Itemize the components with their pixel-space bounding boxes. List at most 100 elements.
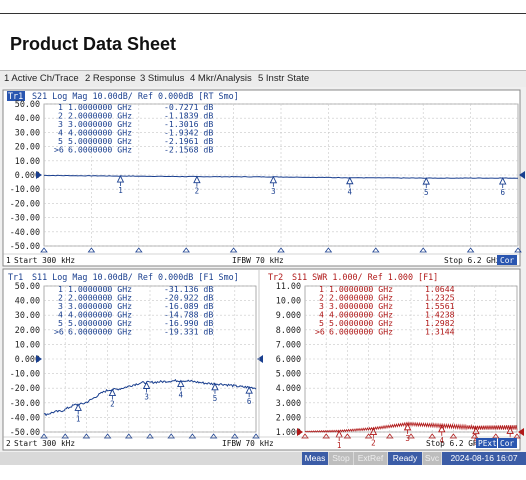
marker-value: 1.3144 [425,327,455,337]
marker-5: 5 [211,382,219,403]
chart-s21: Tr1 S21 Log Mag 10.00dB/ Ref 0.000dB [RT … [3,91,525,265]
y-tick-label-swr: 6.000 [276,354,301,364]
marker-value: -19.331 dB [164,327,213,337]
menu-instr-state[interactable]: 5 Instr State [258,73,310,84]
x-grid-tick [40,433,48,439]
marker-2: 2 [108,388,117,409]
x-grid-tick [167,433,175,439]
x-grid-tick [252,433,260,439]
marker-id: >6 [54,327,64,337]
marker-value: -31.136 dB [164,284,213,294]
x-grid-tick [407,433,415,439]
analyzer-display: Tr1 S21 Log Mag 10.00dB/ Ref 0.000dB [RT … [0,87,526,452]
y-tick-label-swr: 3.000 [276,398,301,408]
svg-text:3: 3 [271,187,276,196]
marker-frequency: 3.0000000 GHz [68,119,132,129]
ifbw-label: IFBW 70 kHz [222,439,274,448]
x-grid-tick [229,247,238,253]
x-grid-tick [419,247,427,253]
svg-text:6: 6 [500,188,505,197]
marker-value: -1.1839 dB [164,111,213,121]
x-grid-tick [364,433,373,439]
marker-frequency: 3.0000000 GHz [329,301,393,311]
status-meas[interactable]: Meas [302,452,328,465]
trace-header-s11: S11 Log Mag 10.00dB/ Ref 0.000dB [F1 Smo… [32,272,239,282]
stop-frequency: Stop 6.2 GHz [444,256,500,265]
marker-value: -14.788 dB [164,310,213,320]
svg-text:4: 4 [440,436,445,445]
x-grid-tick [372,247,380,253]
marker-id: >6 [54,145,64,155]
ref-level-marker-right [519,171,525,179]
marker-frequency: 2.0000000 GHz [68,293,132,303]
marker-1: 1 [74,403,82,423]
marker-id: 4 [319,310,324,320]
marker-value: 1.2982 [425,318,455,328]
marker-3: 3 [142,381,151,401]
x-grid-tick [343,433,352,439]
marker-frequency: 4.0000000 GHz [329,310,393,320]
cor-label: Cor [500,439,514,448]
marker-value: -0.7271 dB [164,102,213,112]
menu-active-ch-trace[interactable]: 1 Active Ch/Trace [4,73,79,84]
marker-3: 3 [269,175,278,196]
marker-id: 5 [319,318,324,328]
marker-value: -1.3016 dB [164,119,213,129]
channel-2-footer: 2 Start 300 kHz IFBW 70 kHz Stop 6.2 GHzPEx… [3,436,520,448]
x-grid-tick [428,433,436,439]
x-grid-tick [301,433,309,439]
channel-number: 2 [6,439,11,448]
x-grid-tick [449,433,458,439]
marker-frequency: 2.0000000 GHz [68,111,132,121]
marker-id: 3 [58,119,63,129]
y-tick-label-s11: -50.00 [10,427,40,437]
y-tick-label-swr: 1.000 [276,427,301,437]
svg-text:6: 6 [247,397,252,406]
marker-id: 1 [58,102,63,112]
marker-6: 6 [498,177,507,197]
y-tick-label-swr: 4.000 [276,383,301,393]
y-tick-label-s11: 0.000 [15,354,40,364]
status-svc: Svc [423,452,441,465]
chart-s11: Tr1 S11 Log Mag 10.00dB/ Ref 0.000dB [F1 … [8,272,263,439]
marker-frequency: 1.0000000 GHz [68,284,132,294]
s11-trace [43,378,257,417]
marker-frequency: 4.0000000 GHz [68,128,132,138]
x-grid-tick [135,247,143,253]
marker-value: -16.089 dB [164,301,213,311]
marker-frequency: 3.0000000 GHz [68,301,132,311]
x-grid-tick [277,247,285,253]
menu-mkr-analysis[interactable]: 4 Mkr/Analysis [190,73,252,84]
svg-text:3: 3 [144,392,149,401]
y-tick-label-swr: 5.000 [276,369,301,379]
marker-4: 4 [438,424,446,445]
marker-frequency: 1.0000000 GHz [329,284,393,294]
y-tick-label-s11: -20.00 [10,383,40,393]
x-grid-tick [125,433,133,439]
x-grid-tick [386,433,394,439]
cor-badge [498,438,517,448]
status-bar: Meas Stop ExtRef Ready Svc 2024-08-16 16… [0,452,526,465]
y-tick-label-s21: 10.00 [15,156,40,166]
trace-label: Tr1 [8,272,23,282]
marker-id: 3 [58,301,63,311]
status-stop[interactable]: Stop [329,452,353,465]
start-frequency: Start 300 kHz [14,256,75,265]
marker-frequency: 5.0000000 GHz [68,136,132,146]
menu-stimulus[interactable]: 3 Stimulus [140,73,185,84]
status-timestamp: 2024-08-16 16:07 [442,452,526,465]
y-tick-label-s11: 10.00 [15,339,40,349]
chart-swr: Tr2 S11 SWR 1.000/ Ref 1.000 [F1]11.00 10.… [268,272,524,450]
marker-frequency: 2.0000000 GHz [329,293,393,303]
x-grid-tick [146,433,154,439]
marker-id: 2 [319,293,324,303]
menu-response[interactable]: 2 Response [85,73,136,84]
y-tick-label-swr: 7.000 [276,339,301,349]
y-tick-label-swr: 9.000 [276,310,301,320]
y-tick-label-s21: 0.000 [15,170,40,180]
svg-text:1: 1 [76,414,81,423]
svg-text:5: 5 [213,394,218,403]
page-title: Product Data Sheet [10,34,177,54]
status-ready: Ready [388,452,422,465]
marker-2: 2 [369,427,378,448]
